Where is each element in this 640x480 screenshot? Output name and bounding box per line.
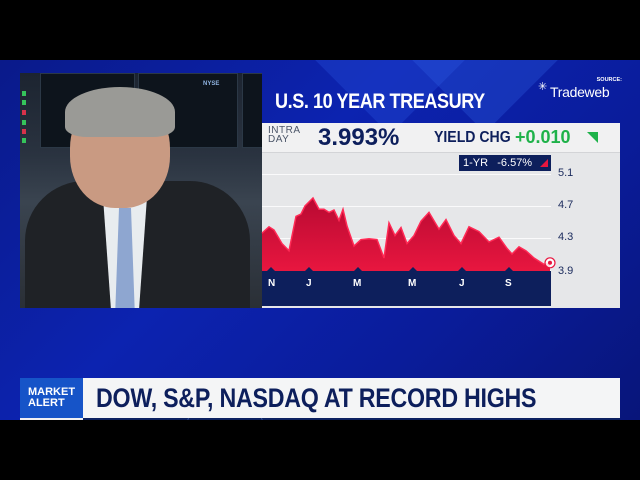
status-light [22, 91, 26, 96]
yield-change-label: YIELD CHG [434, 129, 511, 146]
badge-change: -6.57% [497, 157, 533, 169]
x-tick: J [459, 278, 465, 289]
tick-notch [354, 267, 362, 271]
x-tick: M [408, 278, 417, 289]
down-right-arrow-icon [587, 132, 598, 143]
treasury-panel: INTRA DAY 3.993% YIELD CHG +0.010 1-YR -… [261, 123, 620, 308]
tick-notch [305, 267, 313, 271]
y-tick: 3.9 [558, 265, 574, 277]
nyse-screen-text: NYSE [203, 81, 220, 87]
yield-area-plot [261, 196, 556, 306]
alert-headline: DOW, S&P, NASDAQ AT RECORD HIGHS [96, 383, 537, 413]
graphic-title: U.S. 10 YEAR TREASURY [275, 90, 485, 113]
x-tick: N [268, 278, 276, 289]
badge-period: 1-YR [463, 157, 489, 169]
y-tick: 4.3 [558, 231, 574, 243]
yield-line [261, 196, 551, 266]
yield-area [262, 198, 550, 271]
status-light [22, 129, 26, 134]
status-light [22, 120, 26, 125]
current-value-dot [548, 260, 552, 265]
intraday-label-line1: INTRA [268, 125, 301, 136]
market-alert-banner: MARKET ALERT DOW, S&P, NASDAQ AT RECORD … [20, 378, 620, 418]
gridline [262, 174, 551, 175]
x-tick: J [306, 278, 312, 289]
tick-notch [505, 267, 513, 271]
yield-chart: 1-YR -6.57% 5.1 4.7 4.3 3.9 N J M M J S [261, 154, 620, 308]
y-tick: 5.1 [558, 167, 574, 179]
tick-notch [458, 267, 466, 271]
guest-hair [65, 87, 175, 137]
status-light [22, 110, 26, 115]
cnbc-logo-box: CNBC [20, 418, 83, 420]
gridline [262, 238, 551, 239]
x-axis-band [262, 271, 551, 306]
broadcast-frame: NYSE O U.S. 10 YEAR TREASURY SOURCE: ✳ T… [0, 60, 640, 420]
y-tick: 4.7 [558, 199, 574, 211]
one-year-change-badge: 1-YR -6.57% [459, 155, 551, 171]
gridline [262, 206, 551, 207]
yield-change-value: +0.010 [515, 127, 571, 147]
market-alert-tag: MARKET ALERT [20, 378, 83, 418]
tick-notch [267, 267, 275, 271]
yield-value: 3.993% [318, 124, 400, 151]
decorative-arc [180, 418, 270, 420]
intraday-label: INTRA DAY [268, 125, 301, 145]
guest-tie [115, 208, 135, 308]
tick-notch [409, 267, 417, 271]
source-name: Tradeweb [550, 84, 610, 100]
x-tick: M [353, 278, 362, 289]
alert-tag-line1: MARKET [28, 386, 76, 398]
alert-tag-line2: ALERT [28, 397, 65, 409]
yield-header: INTRA DAY 3.993% YIELD CHG +0.010 [262, 123, 620, 153]
status-light [22, 100, 26, 105]
background-monitor [242, 73, 262, 148]
lower-third-bar: CNBC + + + + STREAM CNBC+ [20, 418, 620, 420]
intraday-label-line2: DAY [268, 134, 290, 145]
tradeweb-star-icon: ✳ [538, 81, 548, 93]
guest-video-feed: NYSE O [20, 73, 262, 308]
status-light [22, 138, 26, 143]
x-tick: S [505, 278, 512, 289]
source-label: SOURCE: [596, 77, 622, 83]
down-triangle-icon [540, 159, 548, 167]
